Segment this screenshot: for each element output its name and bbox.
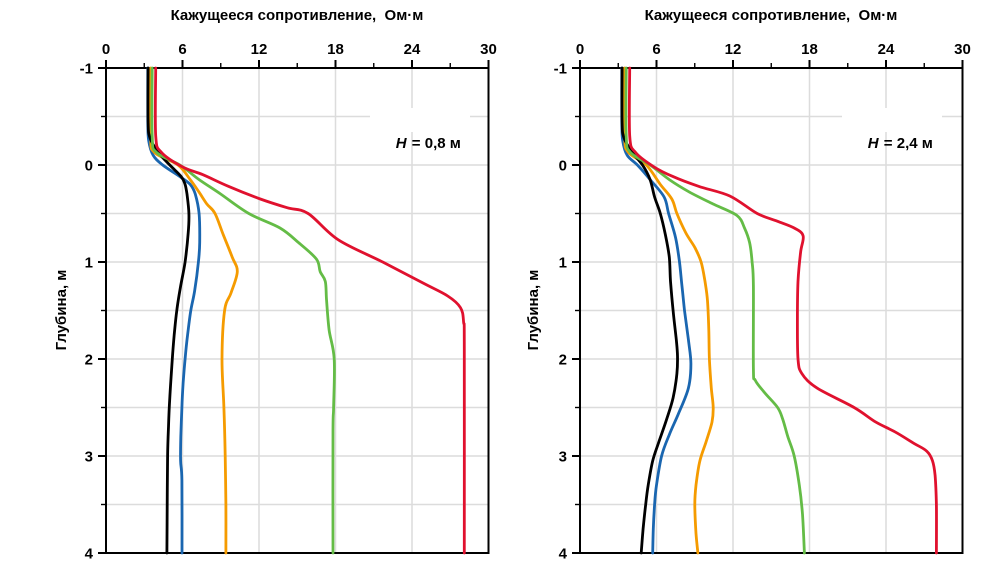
- y-tick-label: 3: [559, 449, 567, 466]
- x-axis-title-left: Кажущееся сопротивление, Ом·м: [170, 7, 424, 24]
- curve-red: [153, 66, 466, 555]
- plot-frame: [105, 67, 490, 554]
- annotation-h-variable: H: [867, 135, 879, 152]
- y-tick-label: 2: [85, 352, 93, 369]
- x-tick-label: 24: [878, 41, 895, 58]
- x-tick-label: 6: [652, 41, 660, 58]
- annotation-h-value: = 0,8 м: [407, 135, 461, 152]
- x-tick-label: 18: [801, 41, 818, 58]
- x-tick-label: 12: [251, 41, 268, 58]
- x-tick-label: 0: [576, 41, 584, 58]
- y-tick-label: 4: [559, 546, 568, 563]
- y-tick-label: 1: [559, 255, 567, 272]
- x-tick-label: 0: [102, 41, 110, 58]
- curve-blue: [146, 66, 202, 555]
- x-tick-label: 12: [725, 41, 742, 58]
- x-tick-label: 30: [954, 41, 971, 58]
- y-axis-title-left: Глубина, м: [53, 269, 70, 351]
- y-axis-title-right: Глубина, м: [525, 269, 542, 351]
- x-tick-label: 30: [480, 41, 497, 58]
- y-tick-label: -1: [554, 61, 567, 78]
- x-axis-title-right: Кажущееся сопротивление, Ом·м: [644, 7, 898, 24]
- annotation-h-value: = 2,4 м: [879, 135, 933, 152]
- y-tick-label: 0: [559, 158, 567, 175]
- curve-green: [624, 66, 806, 555]
- curve-blue: [620, 66, 693, 555]
- annotation-h-right: H = 2,4 м: [842, 108, 942, 152]
- y-tick-label: 0: [85, 158, 93, 175]
- annotation-h-variable: H: [395, 135, 407, 152]
- y-tick-label: 3: [85, 449, 93, 466]
- plot-frame: [579, 67, 964, 554]
- y-tick-label: 2: [559, 352, 567, 369]
- curve-red: [627, 66, 938, 555]
- y-tick-label: -1: [80, 61, 93, 78]
- curve-orange: [622, 66, 715, 555]
- x-tick-label: 6: [178, 41, 186, 58]
- x-tick-label: 24: [404, 41, 421, 58]
- y-tick-label: 1: [85, 255, 93, 272]
- curve-black: [620, 66, 679, 555]
- y-tick-label: 4: [85, 546, 94, 563]
- annotation-h-left: H = 0,8 м: [370, 108, 470, 152]
- x-tick-label: 18: [327, 41, 344, 58]
